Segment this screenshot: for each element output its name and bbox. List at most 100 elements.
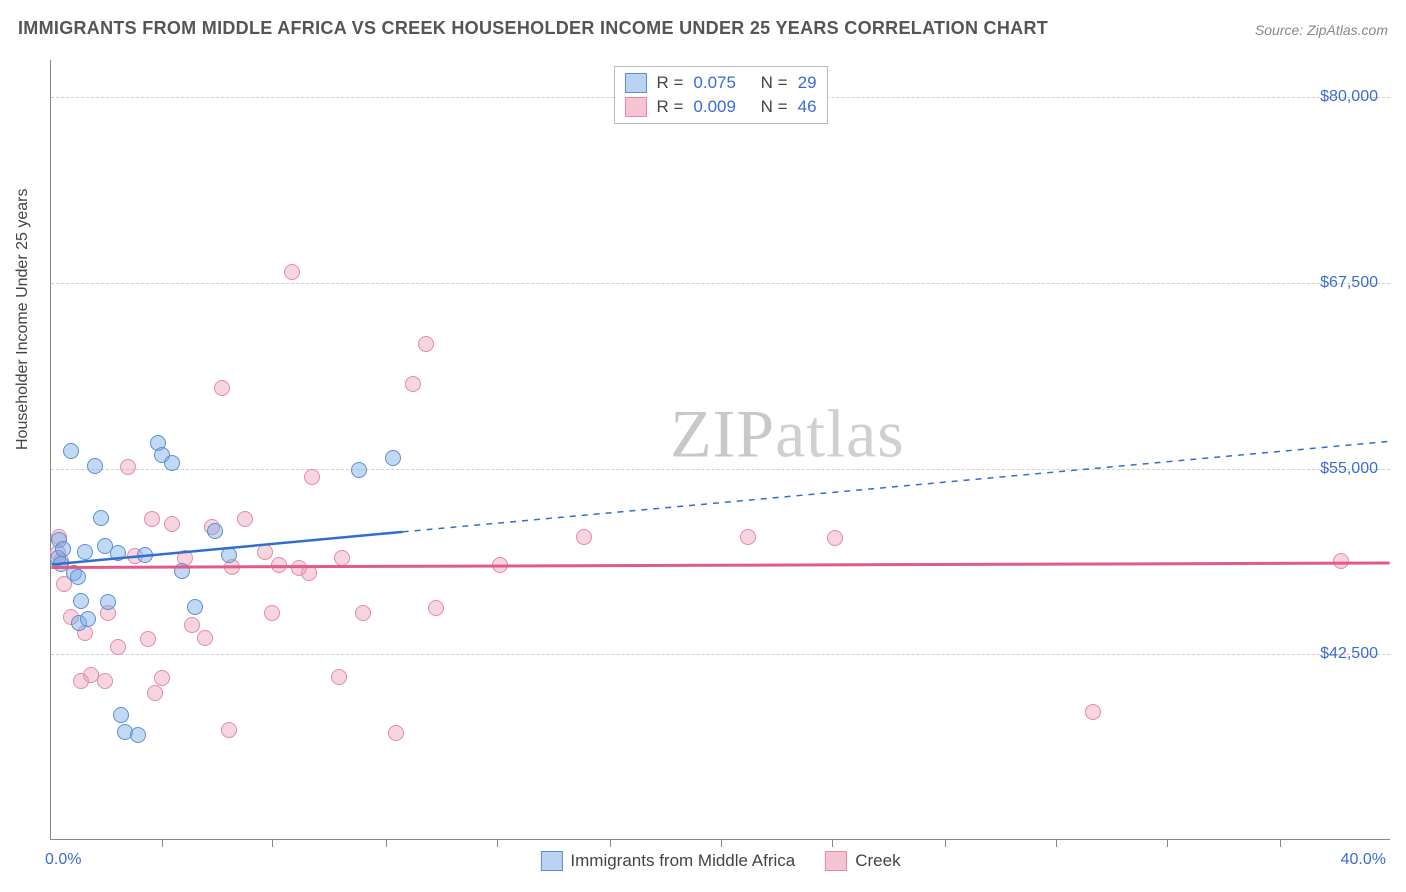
chart-plot-area: ZIPatlas R = 0.075 N = 29 R = 0.009 N = … [50, 60, 1390, 840]
gridline-h [51, 654, 1390, 655]
data-point-pink [271, 557, 287, 573]
data-point-pink [214, 380, 230, 396]
data-point-pink [147, 685, 163, 701]
data-point-blue [100, 594, 116, 610]
data-point-pink [492, 557, 508, 573]
source-attribution: Source: ZipAtlas.com [1255, 22, 1388, 38]
x-tick [162, 839, 163, 847]
x-axis-min-label: 0.0% [45, 851, 81, 869]
data-point-pink [405, 376, 421, 392]
chart-title: IMMIGRANTS FROM MIDDLE AFRICA VS CREEK H… [18, 18, 1048, 39]
x-tick [386, 839, 387, 847]
data-point-pink [284, 264, 300, 280]
data-point-pink [418, 336, 434, 352]
trend-lines [51, 60, 1390, 839]
x-tick [1280, 839, 1281, 847]
data-point-pink [164, 516, 180, 532]
data-point-pink [120, 459, 136, 475]
data-point-pink [154, 670, 170, 686]
x-tick [610, 839, 611, 847]
data-point-pink [331, 669, 347, 685]
data-point-pink [355, 605, 371, 621]
correlation-legend: R = 0.075 N = 29 R = 0.009 N = 46 [613, 66, 827, 124]
data-point-blue [137, 547, 153, 563]
x-axis-max-label: 40.0% [1341, 851, 1386, 869]
series-legend-item-blue: Immigrants from Middle Africa [540, 851, 795, 871]
data-point-pink [304, 469, 320, 485]
data-point-blue [174, 563, 190, 579]
data-point-blue [93, 510, 109, 526]
source-name: ZipAtlas.com [1307, 22, 1388, 38]
y-axis-label: Householder Income Under 25 years [14, 189, 32, 450]
data-point-pink [1085, 704, 1101, 720]
data-point-blue [87, 458, 103, 474]
n-value-blue: 29 [798, 73, 817, 93]
y-tick-label: $67,500 [1320, 274, 1378, 292]
x-tick [1167, 839, 1168, 847]
data-point-blue [63, 443, 79, 459]
data-point-pink [184, 617, 200, 633]
data-point-blue [70, 569, 86, 585]
x-tick [1056, 839, 1057, 847]
series-legend-item-pink: Creek [825, 851, 900, 871]
data-point-pink [428, 600, 444, 616]
data-point-pink [576, 529, 592, 545]
series-name-pink: Creek [855, 851, 900, 871]
correlation-legend-row-blue: R = 0.075 N = 29 [624, 71, 816, 95]
data-point-blue [207, 523, 223, 539]
swatch-blue [624, 73, 646, 93]
r-value-pink: 0.009 [693, 97, 736, 117]
n-value-pink: 46 [798, 97, 817, 117]
data-point-pink [1333, 553, 1349, 569]
x-tick [945, 839, 946, 847]
data-point-pink [221, 722, 237, 738]
y-tick-label: $55,000 [1320, 460, 1378, 478]
data-point-pink [257, 544, 273, 560]
data-point-pink [140, 631, 156, 647]
x-tick [272, 839, 273, 847]
data-point-blue [221, 547, 237, 563]
x-tick [497, 839, 498, 847]
data-point-blue [113, 707, 129, 723]
data-point-pink [740, 529, 756, 545]
data-point-pink [97, 673, 113, 689]
data-point-pink [388, 725, 404, 741]
swatch-pink [624, 97, 646, 117]
x-tick [721, 839, 722, 847]
watermark: ZIPatlas [670, 394, 905, 473]
data-point-blue [351, 462, 367, 478]
gridline-h [51, 283, 1390, 284]
data-point-pink [144, 511, 160, 527]
watermark-part-b: atlas [775, 395, 905, 471]
n-label: N = [761, 97, 788, 117]
gridline-h [51, 469, 1390, 470]
correlation-legend-row-pink: R = 0.009 N = 46 [624, 95, 816, 119]
x-tick [832, 839, 833, 847]
series-legend: Immigrants from Middle Africa Creek [540, 851, 900, 871]
r-label: R = [656, 73, 683, 93]
data-point-blue [77, 544, 93, 560]
data-point-blue [110, 545, 126, 561]
data-point-blue [187, 599, 203, 615]
data-point-pink [301, 565, 317, 581]
data-point-pink [197, 630, 213, 646]
data-point-pink [334, 550, 350, 566]
data-point-blue [80, 611, 96, 627]
n-label: N = [761, 73, 788, 93]
data-point-blue [73, 593, 89, 609]
y-tick-label: $80,000 [1320, 88, 1378, 106]
data-point-pink [237, 511, 253, 527]
series-name-blue: Immigrants from Middle Africa [570, 851, 795, 871]
swatch-pink [825, 851, 847, 871]
data-point-pink [264, 605, 280, 621]
y-tick-label: $42,500 [1320, 645, 1378, 663]
source-label: Source: [1255, 22, 1303, 38]
swatch-blue [540, 851, 562, 871]
data-point-blue [164, 455, 180, 471]
data-point-blue [130, 727, 146, 743]
data-point-pink [110, 639, 126, 655]
data-point-pink [827, 530, 843, 546]
r-value-blue: 0.075 [693, 73, 736, 93]
data-point-blue [55, 541, 71, 557]
data-point-blue [385, 450, 401, 466]
